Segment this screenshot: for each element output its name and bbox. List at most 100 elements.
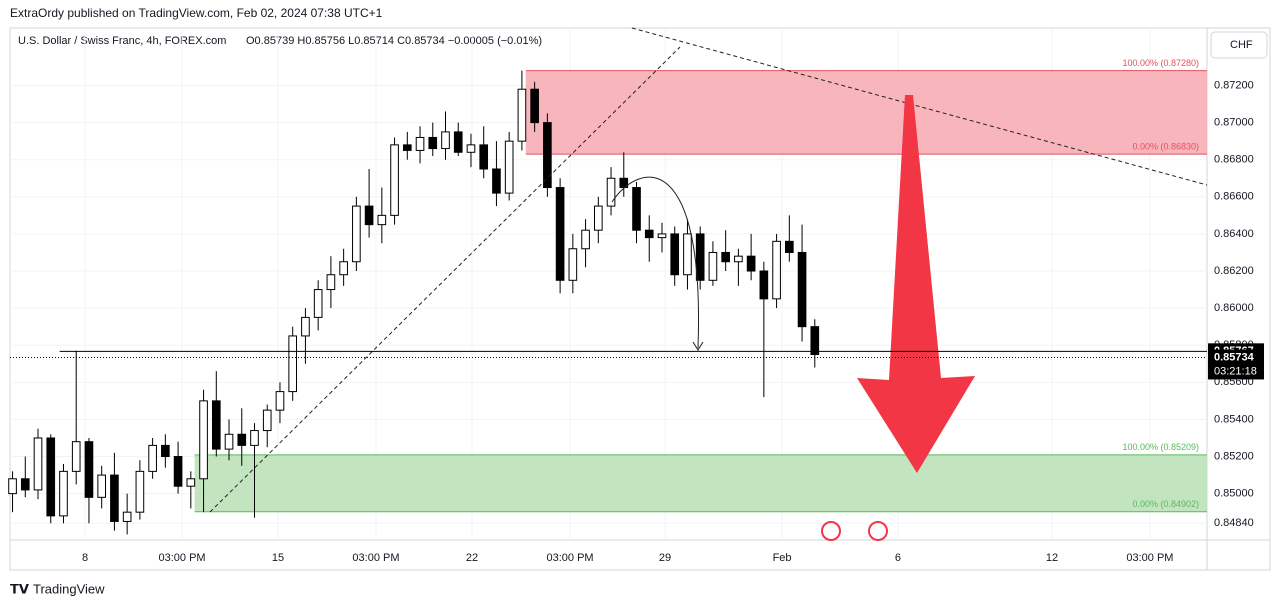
candle-body: [670, 233, 680, 276]
x-tick-label: 03:00 PM: [546, 552, 593, 564]
candle-body: [173, 456, 183, 487]
drawings: [209, 27, 1208, 541]
candle-body: [84, 441, 94, 498]
candle-body: [555, 187, 565, 281]
candle-body: [708, 251, 718, 281]
y-tick-label: 0.85000: [1214, 488, 1254, 500]
trend-line: [631, 27, 1208, 186]
trend-line: [209, 46, 681, 513]
y-tick-label: 0.86400: [1214, 228, 1254, 240]
y-tick-label: 0.84840: [1214, 517, 1254, 529]
candle-body: [71, 441, 81, 472]
candle-body: [810, 326, 820, 355]
zone-label: 100.00% (0.87280): [1122, 58, 1199, 68]
candle-body: [734, 255, 743, 263]
x-tick-label: 15: [272, 552, 284, 564]
candle-body: [275, 391, 285, 411]
candle-body: [683, 233, 692, 276]
arrow-head: [692, 341, 704, 351]
candle-body: [504, 140, 514, 194]
candle-body: [695, 233, 705, 281]
candle-body: [186, 478, 196, 487]
candle-body: [644, 229, 654, 239]
event-icon[interactable]: [821, 521, 841, 541]
candle-body: [339, 261, 348, 276]
x-tick-label: 03:00 PM: [1126, 552, 1173, 564]
candle-body: [492, 168, 501, 194]
candle-body: [593, 205, 603, 231]
y-tick-label: 0.86000: [1214, 302, 1254, 314]
candle-body: [441, 131, 450, 150]
zone: [525, 70, 1207, 155]
candle-body: [199, 400, 208, 480]
candle-body: [543, 122, 552, 189]
candle-body: [797, 251, 807, 328]
y-tick-label: 0.85400: [1214, 413, 1254, 425]
zone-label: 0.00% (0.84902): [1132, 499, 1199, 509]
candle-body: [20, 478, 30, 491]
candle-body: [772, 240, 781, 300]
x-tick-label: 12: [1046, 552, 1058, 564]
countdown: 03:21:18: [1214, 365, 1257, 377]
down-arrow: [857, 95, 975, 473]
currency-button[interactable]: [1210, 31, 1268, 59]
candle-body: [110, 474, 119, 522]
candle-body: [785, 240, 794, 253]
zone-label: 100.00% (0.85209): [1122, 442, 1199, 452]
x-tick-label: 29: [659, 552, 671, 564]
candle-body: [8, 478, 17, 495]
curved-arrow: [611, 176, 700, 349]
x-tick-label: 03:00 PM: [352, 552, 399, 564]
candle-body: [148, 444, 157, 472]
candle-body: [568, 248, 578, 281]
candle-body: [377, 214, 387, 226]
candle-body: [97, 474, 107, 498]
price-tag: [1208, 349, 1264, 380]
candle-body: [326, 274, 336, 291]
candle-body: [746, 255, 756, 272]
candle-body: [657, 233, 667, 239]
y-tick-label: 0.87000: [1214, 117, 1254, 129]
candle-body: [632, 187, 641, 231]
candle-body: [581, 229, 590, 250]
y-tick-label: 0.86800: [1214, 154, 1254, 166]
candle-body: [211, 400, 221, 450]
candle-body: [466, 144, 476, 153]
y-tick-label: 0.86200: [1214, 265, 1254, 277]
publisher: ExtraOrdy published on TradingView.com, …: [10, 6, 383, 20]
candle-body: [313, 289, 323, 318]
price-tag-label: 0.85734: [1214, 351, 1255, 363]
candle-body: [59, 470, 68, 517]
x-tick-label: 22: [466, 552, 478, 564]
candle-body: [46, 437, 56, 517]
candle-body: [352, 205, 361, 263]
candle-body: [224, 433, 234, 450]
candle-body: [364, 205, 374, 226]
logo-mark: 𝗧𝗩: [10, 581, 29, 596]
candle-body: [122, 511, 132, 522]
currency-label[interactable]: CHF: [1230, 39, 1253, 51]
y-tick-label: 0.85200: [1214, 450, 1254, 462]
candle-body: [402, 144, 412, 151]
zone-label: 0.00% (0.86830): [1132, 142, 1199, 152]
footer-logo: TradingView: [33, 581, 105, 596]
x-tick-label: Feb: [773, 552, 792, 564]
y-tick-label: 0.87200: [1214, 79, 1254, 91]
candle-body: [606, 177, 616, 207]
candle-body: [33, 437, 43, 491]
candle-body: [453, 131, 463, 153]
candle-body: [759, 270, 769, 300]
x-tick-label: 8: [82, 552, 88, 564]
ohlc-header: O0.85739 H0.85756 L0.85714 C0.85734 −0.0…: [246, 35, 542, 47]
candle-body: [135, 470, 145, 513]
x-tick-label: 6: [895, 552, 901, 564]
frame: [9, 27, 1271, 571]
event-icon[interactable]: [868, 521, 888, 541]
candle-body: [301, 316, 310, 337]
candle-body: [250, 430, 259, 446]
candle-body: [415, 136, 425, 151]
candle-body: [428, 136, 438, 150]
y-tick-label: 0.86600: [1214, 191, 1254, 203]
candle-body: [237, 433, 247, 446]
